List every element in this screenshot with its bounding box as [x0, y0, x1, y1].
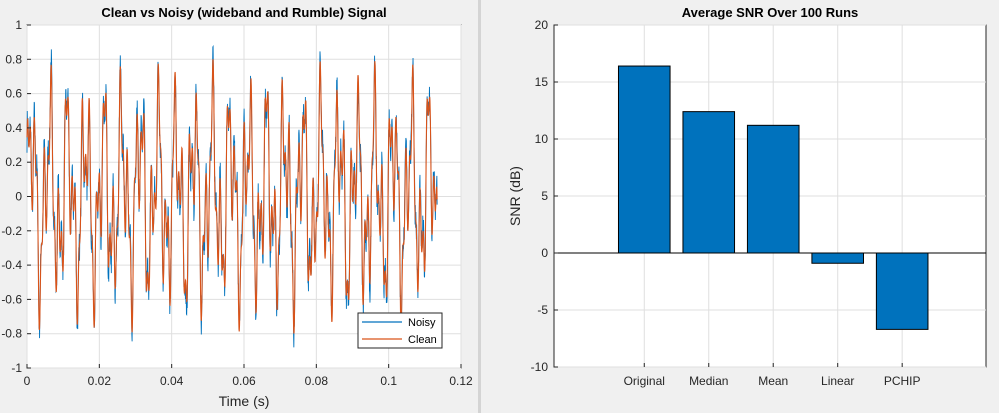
y-tick-label: 5 [541, 189, 548, 203]
y-tick-label: -0.6 [1, 292, 22, 306]
y-tick-label: -0.8 [1, 327, 22, 341]
bar-median [682, 111, 736, 254]
y-tick-label: 0 [541, 246, 548, 260]
x-tick-label: 0.04 [160, 374, 184, 388]
category-label: Original [624, 374, 665, 388]
snr-chart-title: Average SNR Over 100 Runs [682, 5, 859, 20]
signal-chart: 0 0.02 0.04 0.06 0.08 0.1 0.12 -1 -0.8 -0.6 -0.4 -… [1, 5, 473, 409]
y-tick-label: 10 [535, 132, 549, 146]
y-tick-label: -5 [537, 303, 548, 317]
clean-series-line [26, 59, 438, 334]
category-label: Mean [758, 374, 788, 388]
y-tick-label: 20 [535, 18, 549, 32]
figure-divider [478, 0, 481, 413]
legend-clean-label: Clean [408, 334, 437, 346]
x-tick-label: 0.02 [88, 374, 112, 388]
y-tick-label: 15 [535, 75, 549, 89]
y-tick-label: 0 [15, 190, 22, 204]
legend-noisy-label: Noisy [408, 317, 436, 329]
bar-pchip [875, 252, 929, 330]
category-label: PCHIP [884, 374, 921, 388]
snr-y-axis-label: SNR (dB) [507, 166, 523, 226]
x-tick-label: 0.08 [305, 374, 329, 388]
y-tick-label: -10 [531, 360, 549, 374]
x-tick-label: 0.1 [380, 374, 397, 388]
x-tick-label: 0 [24, 374, 31, 388]
y-tick-label: 0.2 [5, 155, 22, 169]
bar-mean [746, 124, 800, 254]
legend-box [357, 312, 443, 349]
y-tick-label: 0.8 [5, 52, 22, 66]
bar-original [617, 65, 671, 254]
signal-legend: Noisy Clean [357, 312, 443, 349]
y-tick-label: 1 [15, 18, 22, 32]
y-tick-label: -0.4 [1, 258, 22, 272]
y-tick-label: 0.4 [5, 121, 22, 135]
snr-bar-chart: -10 -5 0 5 10 15 20 Original Median Mean Linear PC… [507, 5, 987, 388]
category-label: Median [689, 374, 728, 388]
x-tick-label: 0.12 [449, 374, 473, 388]
category-label: Linear [821, 374, 854, 388]
y-tick-label: -1 [11, 361, 22, 375]
y-tick-label: 0.6 [5, 87, 22, 101]
signal-x-axis-label: Time (s) [219, 393, 270, 409]
x-tick-label: 0.06 [232, 374, 256, 388]
signal-chart-title: Clean vs Noisy (wideband and Rumble) Sig… [101, 5, 386, 20]
bar-linear [811, 252, 864, 264]
y-tick-label: -0.2 [1, 224, 22, 238]
